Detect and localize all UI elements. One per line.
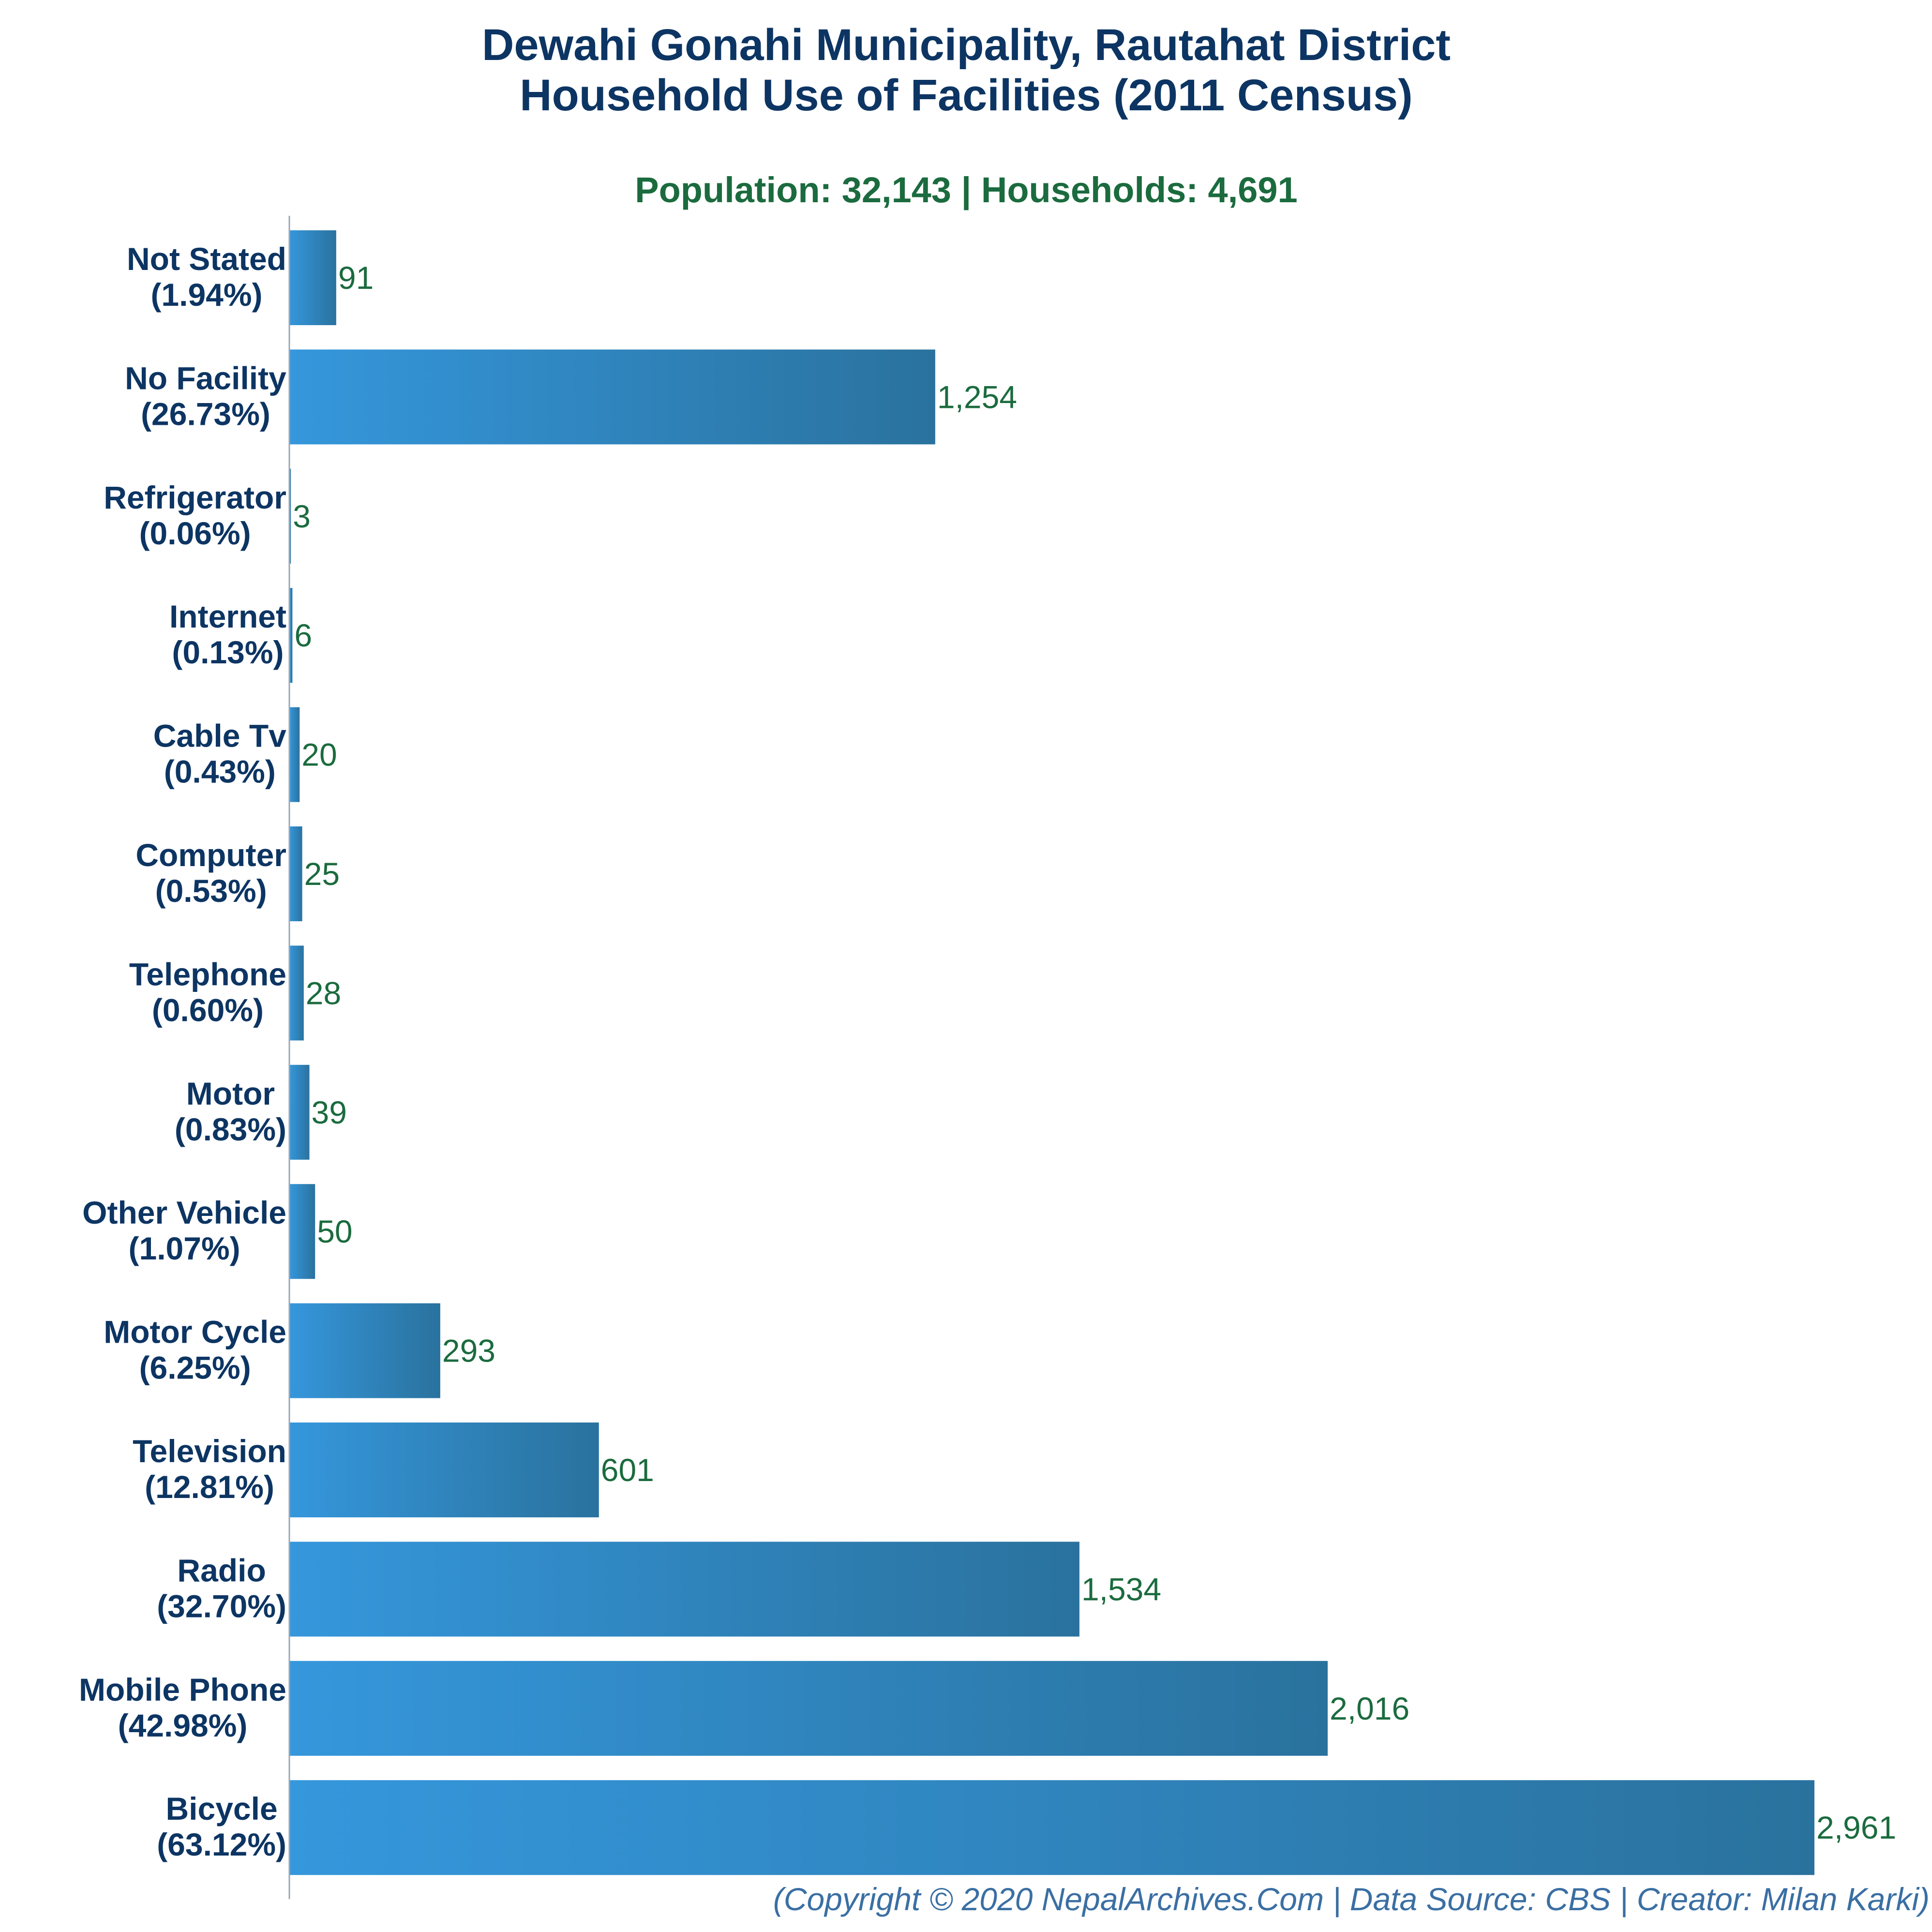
value-label-other-vehicle: 50 <box>317 1213 352 1249</box>
category-percent-mobile-phone: (42.98%) <box>118 1707 248 1743</box>
bar-refrigerator <box>289 468 291 564</box>
value-label-cable-tv: 20 <box>301 737 337 773</box>
category-name-not-stated: Not Stated <box>127 241 286 277</box>
category-name-cable-tv: Cable Tv <box>153 718 286 754</box>
value-label-bicycle: 2,961 <box>1816 1810 1896 1845</box>
category-name-motor: Motor <box>186 1076 275 1111</box>
category-name-motor-cycle: Motor Cycle <box>104 1314 286 1350</box>
category-name-refrigerator: Refrigerator <box>104 479 286 515</box>
category-percent-other-vehicle: (1.07%) <box>129 1230 240 1266</box>
category-percent-internet: (0.13%) <box>172 634 284 670</box>
category-label-other-vehicle: Other Vehicle (1.07%) <box>82 1195 286 1266</box>
category-percent-not-stated: (1.94%) <box>150 277 262 313</box>
footer-credit: (Copyright © 2020 NepalArchives.Com | Da… <box>773 1881 1930 1918</box>
category-label-cable-tv: Cable Tv (0.43%) <box>153 718 286 790</box>
category-label-telephone: Telephone (0.60%) <box>129 956 286 1028</box>
category-label-motor-cycle: Motor Cycle (6.25%) <box>104 1314 286 1386</box>
category-percent-no-facility: (26.73%) <box>141 396 270 432</box>
bars-layer <box>289 230 1814 1875</box>
category-name-internet: Internet <box>169 599 286 634</box>
category-percent-television: (12.81%) <box>145 1469 274 1505</box>
category-name-television: Television <box>133 1433 286 1469</box>
category-name-mobile-phone: Mobile Phone <box>79 1672 286 1707</box>
category-percent-motor-cycle: (6.25%) <box>139 1350 251 1386</box>
category-label-radio: Radio (32.70%) <box>157 1552 286 1624</box>
chart-title-line-2: Household Use of Facilities (2011 Census… <box>520 71 1413 120</box>
value-label-television: 601 <box>601 1452 654 1488</box>
bar-cable-tv <box>289 707 300 802</box>
category-labels: Not Stated (1.94%) No Facility (26.73%) Refr… <box>79 241 286 1862</box>
category-percent-refrigerator: (0.06%) <box>139 515 251 551</box>
category-percent-telephone: (0.60%) <box>152 992 264 1028</box>
category-label-not-stated: Not Stated (1.94%) <box>127 241 286 313</box>
bar-not-stated <box>289 230 336 325</box>
category-name-other-vehicle: Other Vehicle <box>82 1195 286 1230</box>
category-name-telephone: Telephone <box>129 956 286 992</box>
category-label-computer: Computer (0.53%) <box>135 837 286 909</box>
value-labels: 91 1,254 3 6 20 25 28 39 50 293 601 1,534 2,016 2,961 <box>293 260 1896 1845</box>
category-label-motor: Motor (0.83%) <box>175 1076 286 1147</box>
category-percent-motor: (0.83%) <box>175 1111 286 1147</box>
chart-title-line-1: Dewahi Gonahi Municipality, Rautahat Dis… <box>482 20 1451 70</box>
bar-motor-cycle <box>289 1303 440 1398</box>
value-label-telephone: 28 <box>306 975 341 1011</box>
category-percent-bicycle: (63.12%) <box>157 1827 286 1862</box>
category-name-computer: Computer <box>135 837 286 873</box>
category-percent-computer: (0.53%) <box>155 873 267 909</box>
value-label-computer: 25 <box>304 856 340 892</box>
value-label-mobile-phone: 2,016 <box>1330 1691 1409 1726</box>
category-label-mobile-phone: Mobile Phone (42.98%) <box>79 1672 286 1743</box>
value-label-not-stated: 91 <box>338 260 374 296</box>
bar-other-vehicle <box>289 1184 315 1279</box>
category-label-no-facility: No Facility (26.73%) <box>125 360 286 432</box>
category-label-bicycle: Bicycle (63.12%) <box>157 1791 286 1862</box>
bar-television <box>289 1423 599 1517</box>
category-name-no-facility: No Facility <box>125 360 286 396</box>
category-label-television: Television (12.81%) <box>133 1433 286 1505</box>
bar-telephone <box>289 945 304 1041</box>
value-label-motor: 39 <box>312 1094 347 1130</box>
category-percent-radio: (32.70%) <box>157 1588 286 1624</box>
value-label-radio: 1,534 <box>1081 1571 1161 1607</box>
bar-mobile-phone <box>289 1661 1328 1756</box>
bar-motor <box>289 1064 310 1160</box>
category-name-bicycle: Bicycle <box>166 1791 278 1827</box>
value-label-refrigerator: 3 <box>293 498 311 534</box>
value-label-internet: 6 <box>294 617 312 653</box>
bar-radio <box>289 1542 1079 1637</box>
value-label-no-facility: 1,254 <box>937 379 1017 415</box>
bar-computer <box>289 826 302 921</box>
category-name-radio: Radio <box>177 1552 266 1588</box>
bar-internet <box>289 588 293 683</box>
category-label-refrigerator: Refrigerator (0.06%) <box>104 479 286 551</box>
category-percent-cable-tv: (0.43%) <box>164 754 276 790</box>
category-label-internet: Internet (0.13%) <box>169 599 286 670</box>
value-label-motor-cycle: 293 <box>442 1333 495 1369</box>
chart-subtitle: Population: 32,143 | Households: 4,691 <box>635 170 1298 210</box>
bar-no-facility <box>289 349 935 445</box>
bar-bicycle <box>289 1780 1814 1875</box>
